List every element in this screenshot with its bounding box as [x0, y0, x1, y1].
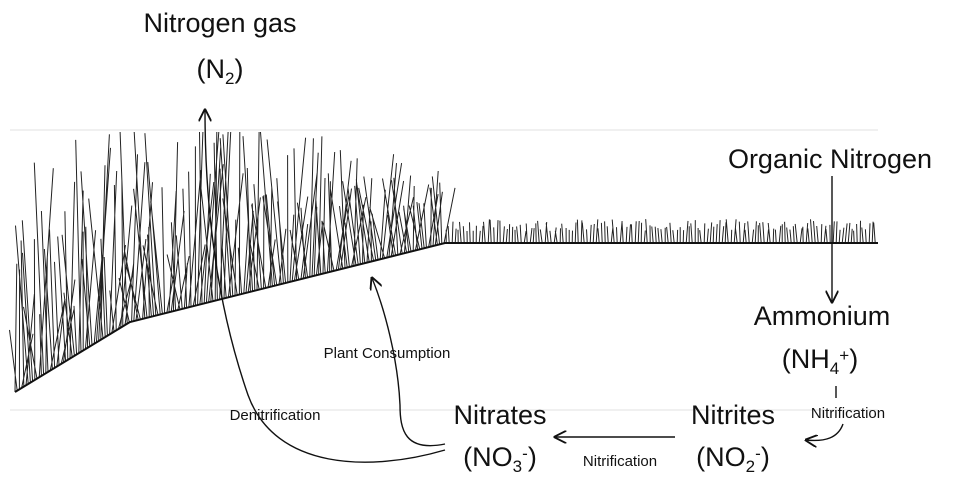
ground-line — [14, 242, 878, 393]
node-formula: (NO2-) — [696, 442, 770, 476]
formula-part: ) — [528, 442, 537, 472]
edge-label: Nitrification — [583, 453, 657, 470]
node-label: Nitrates — [453, 400, 546, 430]
edge-label: Nitrification — [811, 405, 885, 422]
node-label: Ammonium — [754, 301, 891, 331]
node-label: Nitrogen gas — [143, 8, 296, 38]
formula-part: (NH — [782, 344, 830, 374]
edge-label: Plant Consumption — [324, 345, 451, 362]
node-label: Organic Nitrogen — [728, 144, 932, 174]
formula-part: 2 — [225, 69, 234, 88]
formula-part: ) — [234, 54, 243, 84]
formula-part: 4 — [830, 359, 839, 378]
grass — [9, 131, 876, 393]
formula-part: 2 — [746, 457, 755, 476]
formula-part: ) — [761, 442, 770, 472]
arrow — [372, 278, 446, 447]
formula-part: (NO — [463, 442, 513, 472]
formula-part: + — [839, 346, 849, 365]
node-label: Nitrites — [691, 400, 775, 430]
formula-part: (NO — [696, 442, 746, 472]
formula-part: - — [522, 444, 528, 463]
node-formula: (NO3-) — [463, 442, 537, 476]
node-formula: (N2) — [197, 54, 244, 88]
formula-part: ) — [849, 344, 858, 374]
formula-part: - — [755, 444, 761, 463]
formula-part: (N — [197, 54, 226, 84]
arrow — [806, 423, 844, 440]
node-formula: (NH4+) — [782, 344, 858, 378]
marsh-illustration — [9, 129, 878, 411]
formula-part: 3 — [513, 457, 522, 476]
arrow — [205, 110, 446, 463]
edge-label: Denitrification — [230, 407, 321, 424]
